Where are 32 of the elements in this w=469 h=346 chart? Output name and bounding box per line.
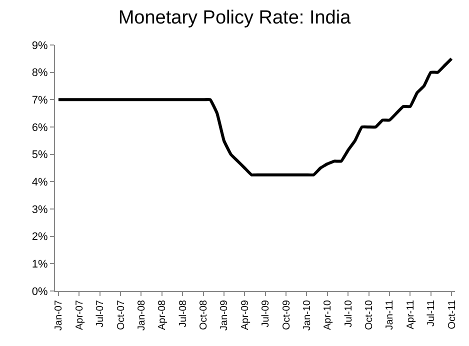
x-tick-label: Jul-11 (426, 300, 438, 326)
line-series (56, 57, 454, 176)
x-tick-label: Apr-08 (157, 300, 168, 330)
y-tick-label: 2% (32, 231, 48, 244)
x-tick-label: Oct-09 (281, 300, 292, 330)
x-tick-label: Oct-08 (198, 300, 210, 330)
x-tick-label: Jul-10 (343, 300, 354, 328)
y-tick-label: 1% (32, 258, 48, 271)
y-tick-label: 6% (32, 122, 48, 134)
x-tick-label: Apr-10 (322, 300, 334, 330)
x-tick-label: Jul-09 (260, 300, 272, 328)
x-tick-label: Jan-07 (54, 300, 65, 331)
x-tick-label: Oct-10 (364, 300, 376, 330)
x-tick-label: Jan-10 (302, 300, 313, 331)
y-tick-label: 3% (32, 204, 48, 216)
x-tick-label: Jan-11 (384, 300, 396, 330)
x-tick-label: Oct-07 (116, 300, 127, 330)
x-tick-label: Apr-11 (405, 300, 416, 330)
x-tick-label: Jan-09 (219, 300, 230, 331)
y-tick-label: 9% (32, 40, 48, 52)
chart-title: Monetary Policy Rate: India (118, 8, 352, 29)
y-tick-label: 4% (32, 176, 48, 189)
x-tick-label: Jul-07 (95, 300, 106, 328)
x-tick-label: Apr-07 (74, 300, 86, 330)
y-tick-label: 7% (32, 94, 48, 107)
y-tick-label: 8% (32, 67, 48, 80)
x-tick-label: Jul-08 (178, 300, 189, 328)
x-tick-label: Oct-11 (446, 300, 458, 330)
x-tick-label: Apr-09 (240, 300, 251, 330)
x-tick-label: Jan-08 (136, 300, 148, 331)
y-tick-label: 0% (32, 286, 48, 298)
y-tick-label: 5% (32, 149, 48, 162)
